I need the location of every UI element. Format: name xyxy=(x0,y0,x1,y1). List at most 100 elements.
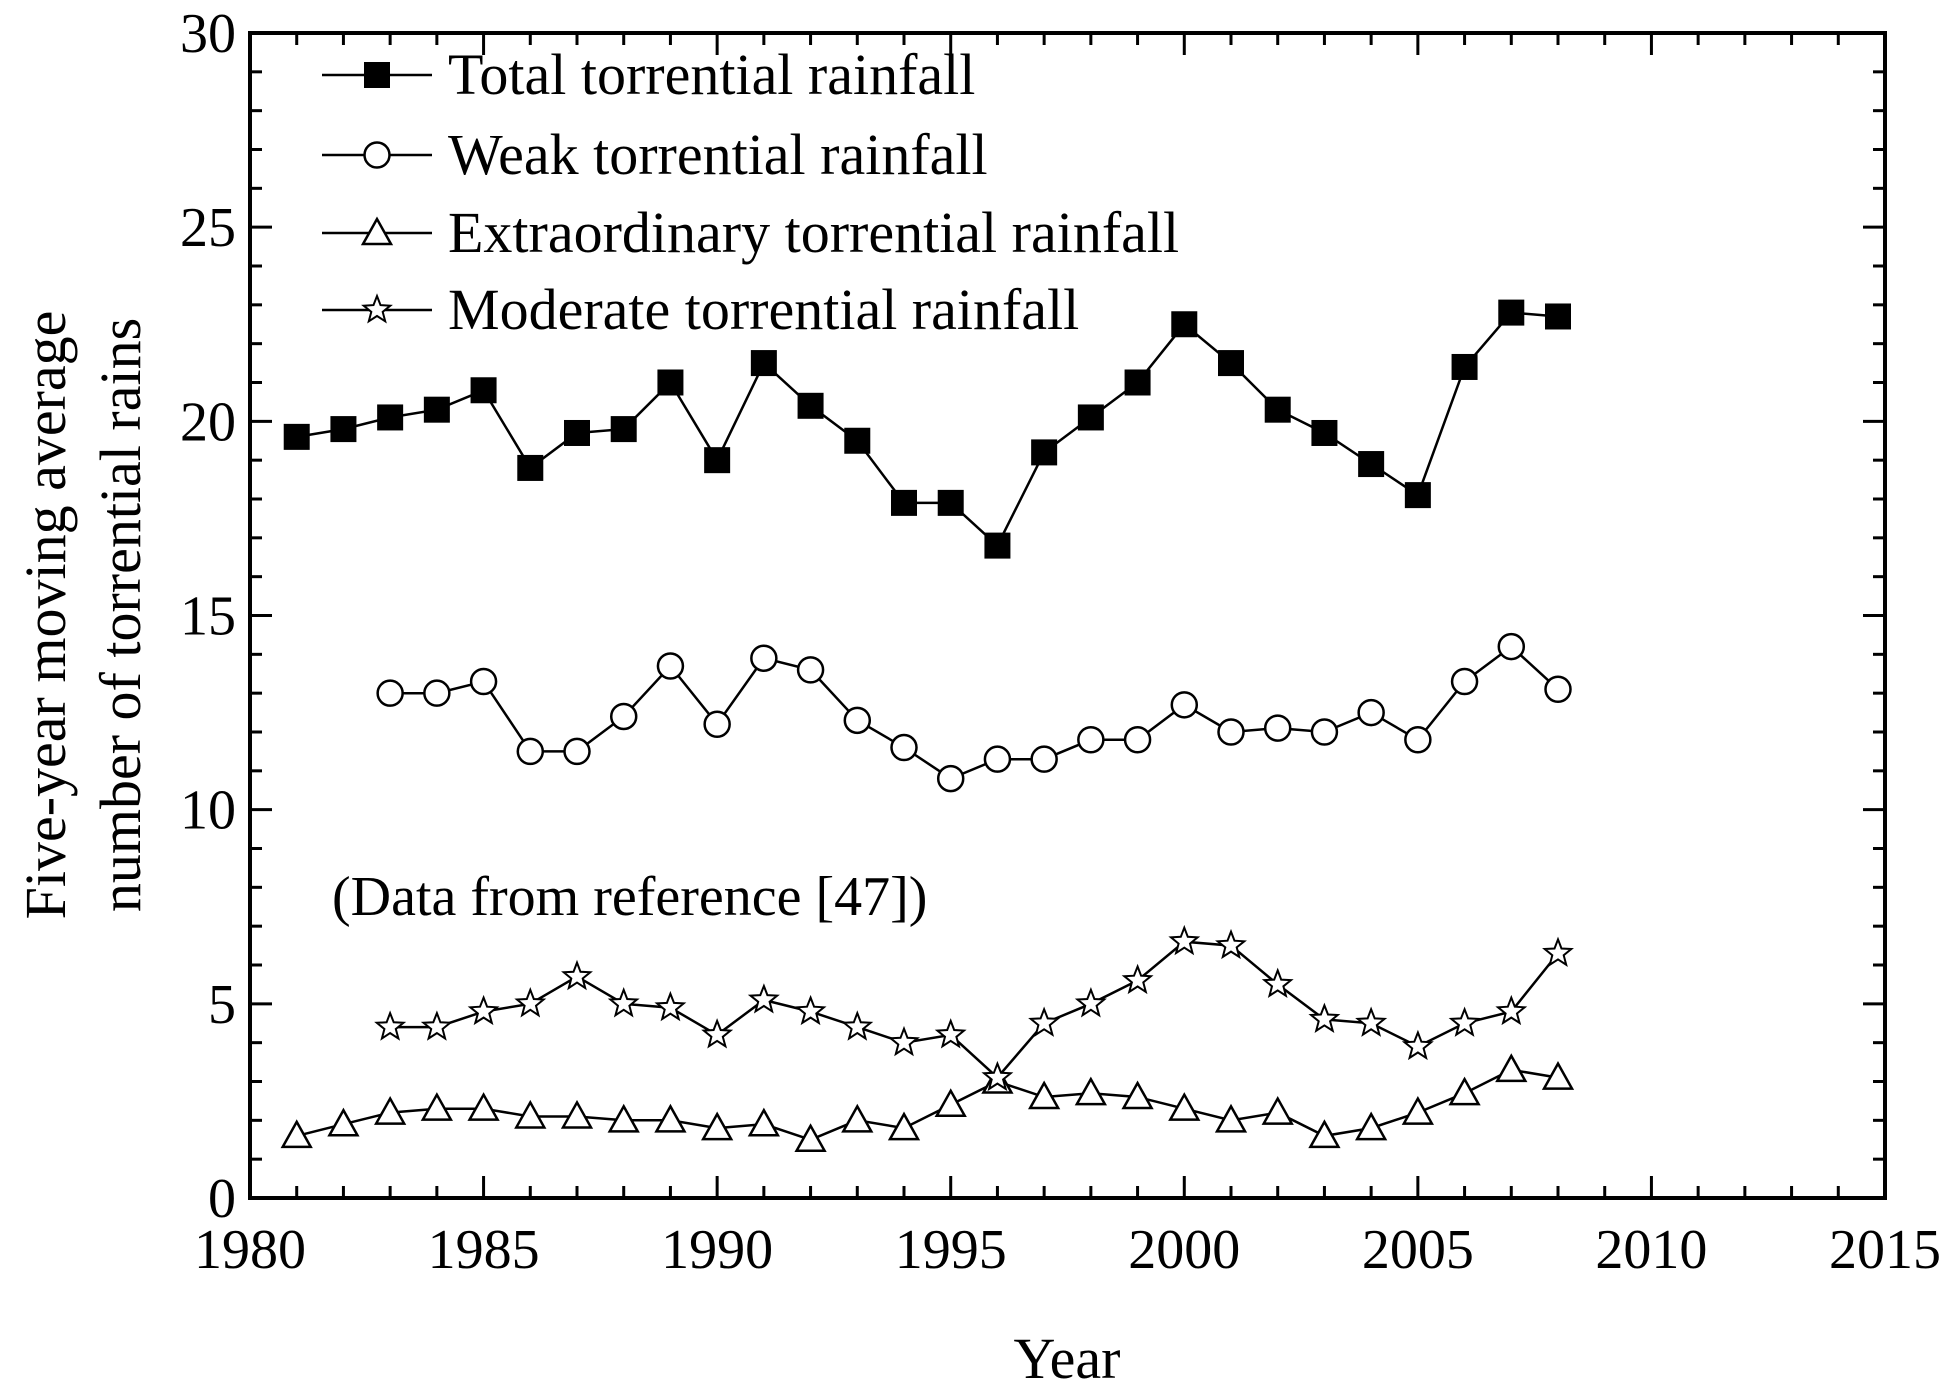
data-point xyxy=(1311,419,1338,446)
legend-label: Weak torrential rainfall xyxy=(448,122,988,187)
data-point xyxy=(1264,396,1291,423)
data-point xyxy=(1170,691,1199,719)
legend-item: Weak torrential rainfall xyxy=(322,122,988,187)
data-point xyxy=(1218,350,1244,377)
data-point xyxy=(1261,967,1294,998)
data-point xyxy=(563,737,591,766)
data-point xyxy=(607,986,640,1018)
data-point xyxy=(1401,1029,1434,1061)
data-point xyxy=(467,1092,500,1121)
data-point xyxy=(564,419,590,446)
data-point xyxy=(1545,303,1571,330)
data-point xyxy=(1028,1006,1061,1037)
data-point xyxy=(1544,675,1572,704)
legend-marker xyxy=(361,293,393,324)
x-tick-label: 1990 xyxy=(661,1219,773,1281)
data-point xyxy=(1451,353,1478,380)
data-point xyxy=(934,1018,967,1049)
data-point xyxy=(654,990,687,1022)
data-point xyxy=(984,532,1011,559)
data-point xyxy=(1355,1006,1388,1037)
data-point xyxy=(374,1010,407,1041)
legend-label: Moderate torrential rainfall xyxy=(448,277,1079,342)
data-point xyxy=(1028,1080,1061,1110)
data-point xyxy=(470,377,497,404)
x-tick-label: 1980 xyxy=(194,1219,306,1281)
y-tick-label: 25 xyxy=(180,197,236,259)
x-tick-label: 2005 xyxy=(1362,1219,1474,1281)
x-tick-labels: 1980 1985 1990 1995 2000 2005 2010 2015 xyxy=(194,1219,1941,1281)
series-line xyxy=(296,1068,1559,1142)
data-point xyxy=(1074,1076,1107,1106)
data-point xyxy=(797,392,824,419)
data-point xyxy=(747,983,780,1014)
series-line xyxy=(296,311,1559,548)
axis-ticks xyxy=(248,31,1887,1200)
data-point xyxy=(1357,698,1385,727)
legend: Total torrential rainfall Weak torrential… xyxy=(322,42,1179,342)
data-point xyxy=(560,1099,594,1129)
data-point xyxy=(330,416,357,443)
data-point xyxy=(1310,718,1339,746)
data-point xyxy=(654,1103,687,1133)
y-tick-labels: 0 5 10 15 20 25 30 xyxy=(180,3,236,1230)
data-point xyxy=(514,986,547,1018)
series-2 xyxy=(376,632,1572,793)
y-tick-label: 0 xyxy=(208,1168,236,1230)
data-point xyxy=(1308,1002,1341,1033)
data-point xyxy=(1074,987,1107,1018)
data-point xyxy=(327,1107,360,1137)
data-point xyxy=(1168,924,1201,956)
data-point xyxy=(703,710,731,738)
data-point xyxy=(516,737,545,766)
x-tick-label: 1995 xyxy=(895,1219,1007,1281)
data-point xyxy=(1495,994,1528,1026)
data-point xyxy=(283,423,310,450)
data-point xyxy=(794,994,827,1026)
data-point xyxy=(844,427,871,454)
data-point xyxy=(1215,928,1247,960)
data-point xyxy=(1355,1111,1388,1141)
y-tick-label: 20 xyxy=(180,391,236,453)
y-tick-label: 30 xyxy=(180,3,236,65)
data-point xyxy=(1030,745,1058,773)
data-point xyxy=(750,644,778,672)
data-point xyxy=(1401,1096,1434,1125)
legend-label: Extraordinary torrential rainfall xyxy=(448,200,1179,265)
data-point xyxy=(1448,1076,1481,1106)
data-point xyxy=(1124,369,1151,396)
data-point xyxy=(280,1119,313,1149)
legend-item: Extraordinary torrential rainfall xyxy=(322,200,1179,265)
data-point xyxy=(1077,404,1104,431)
data-point xyxy=(890,733,918,762)
x-tick-label: 2015 xyxy=(1829,1219,1941,1281)
y-axis-title-line-2: number of torrential rains xyxy=(88,318,153,912)
data-point xyxy=(936,764,965,793)
data-point xyxy=(376,679,404,707)
y-tick-label: 10 xyxy=(180,780,236,842)
data-point xyxy=(610,416,637,443)
legend-marker xyxy=(363,141,391,169)
data-point xyxy=(1448,1006,1481,1037)
data-point xyxy=(747,1107,780,1137)
data-point xyxy=(1263,714,1292,742)
data-point xyxy=(561,959,593,991)
data-point xyxy=(517,454,544,481)
data-point xyxy=(1497,632,1526,661)
data-point xyxy=(701,1111,734,1141)
data-point xyxy=(1261,1096,1294,1125)
data-point xyxy=(423,679,451,707)
data-point xyxy=(1217,718,1245,746)
legend-label: Total torrential rainfall xyxy=(448,42,975,107)
data-point xyxy=(887,1111,921,1141)
data-point xyxy=(420,1092,453,1121)
data-point xyxy=(377,404,404,431)
data-point xyxy=(1404,726,1432,754)
data-point xyxy=(1077,726,1105,754)
data-point xyxy=(1308,1119,1341,1149)
data-point xyxy=(704,447,731,474)
data-point xyxy=(888,1025,920,1057)
x-axis-title: Year xyxy=(1014,1326,1121,1391)
data-point xyxy=(514,1099,547,1129)
data-point xyxy=(1121,1080,1154,1110)
